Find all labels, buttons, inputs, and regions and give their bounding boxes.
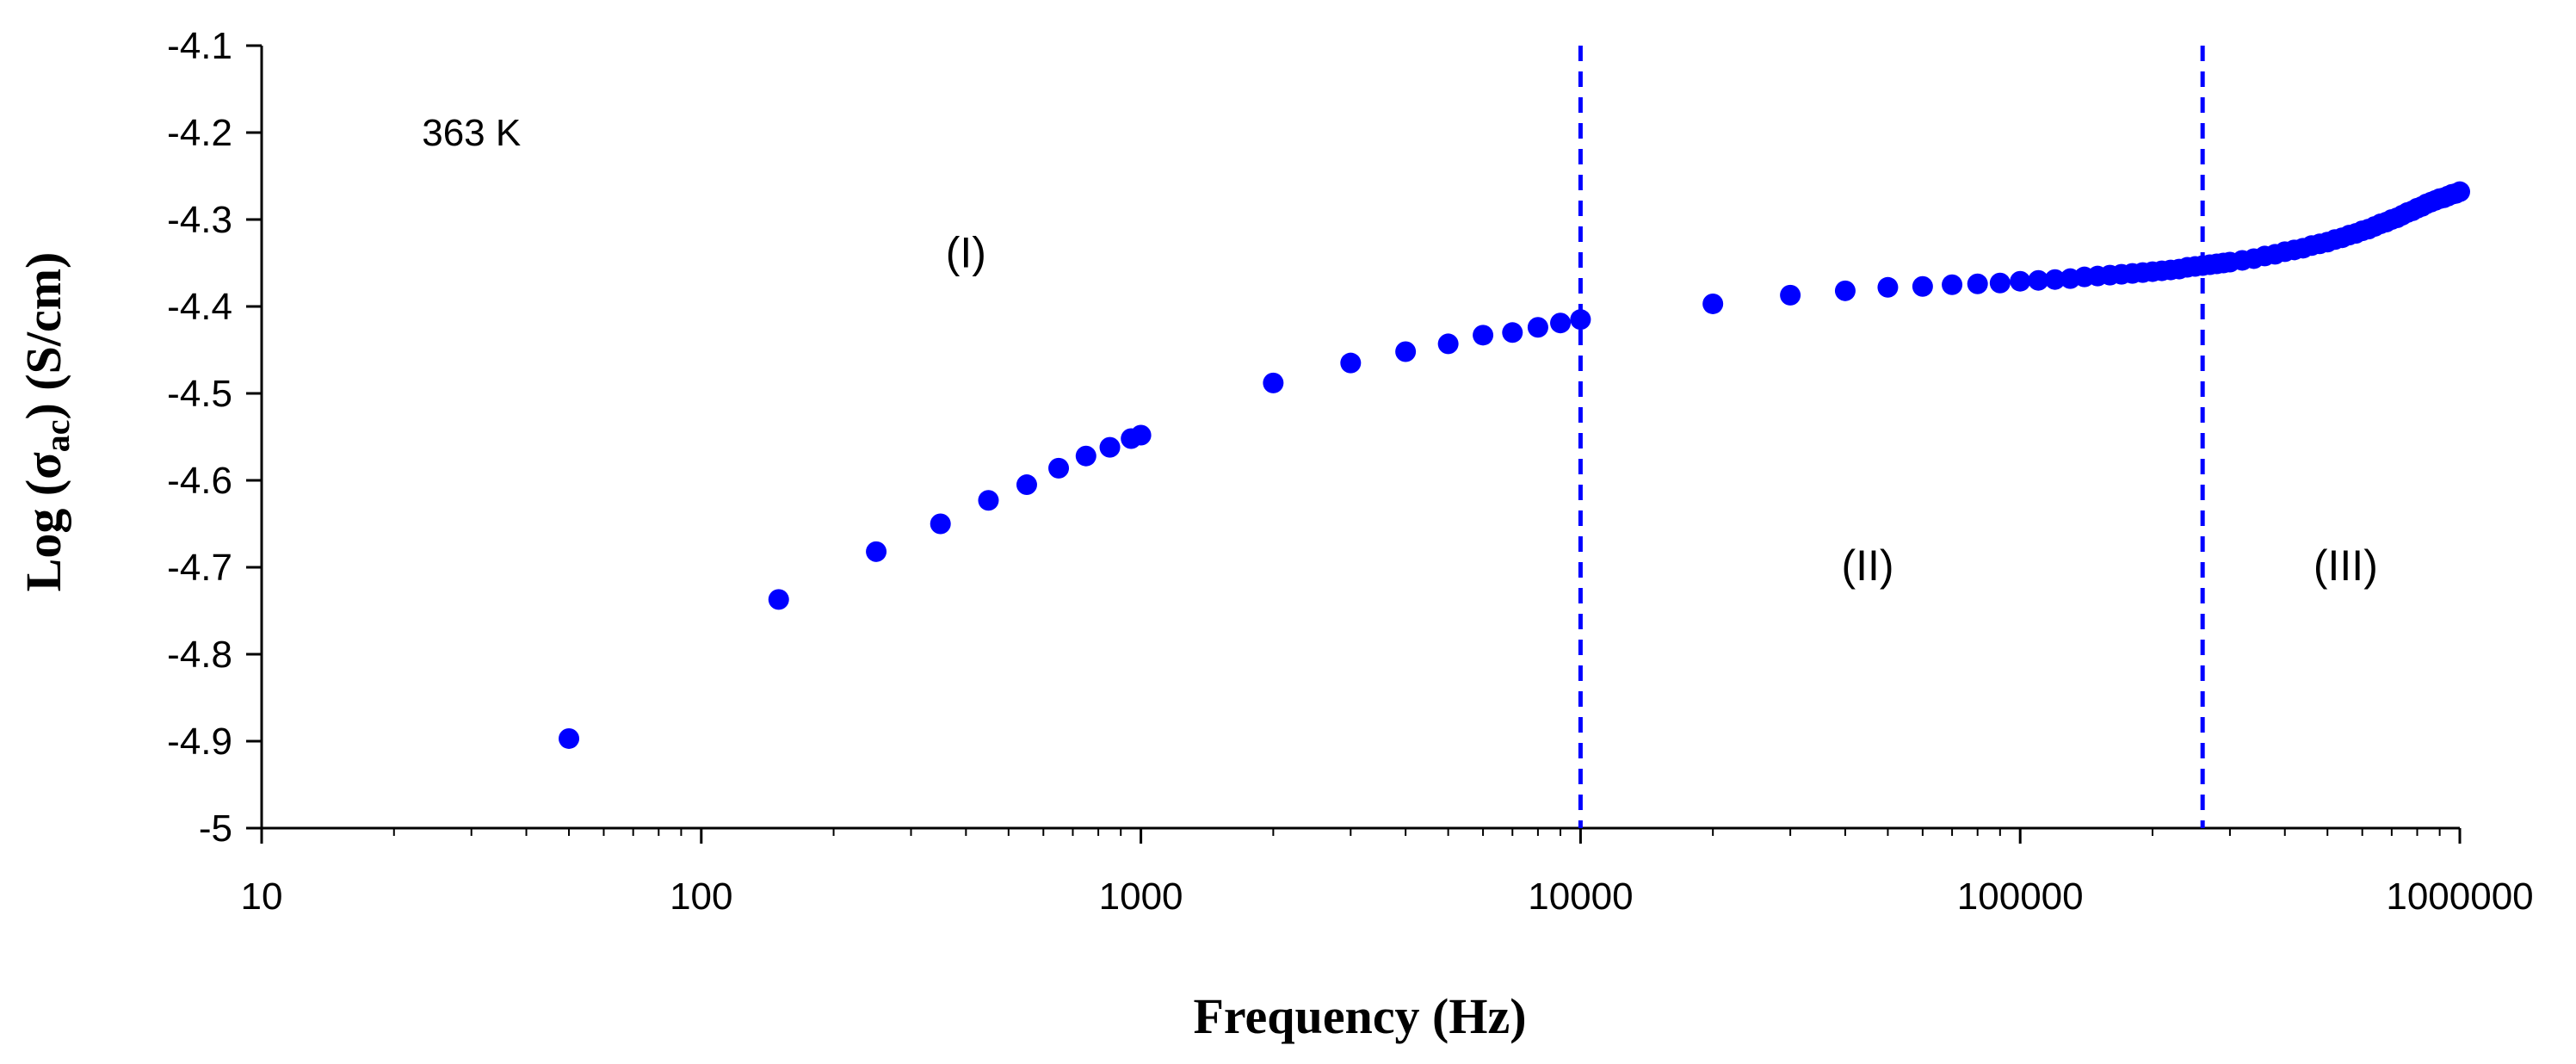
data-point — [2449, 181, 2470, 202]
data-point — [559, 727, 580, 749]
data-point — [2044, 269, 2066, 290]
x-tick-label: 1000000 — [2386, 875, 2533, 918]
data-point — [1130, 424, 1152, 446]
data-point — [1395, 341, 1417, 362]
y-axis-title-tail: ) (S/cm) — [15, 252, 71, 420]
y-axis-title: Log (σac) (S/cm) — [15, 252, 77, 592]
axes — [246, 44, 2462, 844]
region-label: (I) — [946, 229, 986, 277]
data-point — [768, 589, 789, 610]
data-point — [1550, 312, 1572, 334]
data-point — [1099, 436, 1121, 458]
data-point — [1780, 284, 1801, 306]
data-point — [1263, 372, 1284, 393]
region-label: (II) — [1842, 541, 1894, 590]
x-tick-label: 10 — [241, 875, 283, 918]
data-point — [1473, 325, 1494, 346]
data-point — [978, 490, 999, 511]
data-point — [1967, 273, 1988, 294]
data-point — [1016, 474, 1037, 496]
y-tick-label: -4.7 — [167, 547, 232, 589]
y-tick-label: -4.2 — [167, 112, 232, 154]
data-point — [930, 513, 951, 535]
data-point — [1912, 275, 1933, 297]
y-tick-label: -5 — [199, 807, 232, 850]
data-point — [1942, 274, 1963, 295]
data-point — [1527, 317, 1548, 338]
data-point — [1702, 293, 1724, 314]
data-point — [1502, 322, 1523, 343]
y-axis-title-sigma: σ — [15, 452, 71, 479]
data-point — [1834, 280, 1856, 301]
data-point — [1075, 445, 1096, 467]
x-tick-label: 1000 — [1099, 875, 1183, 918]
annotations: 363 K (I) (II) (III) — [422, 112, 2378, 590]
data-point — [1048, 457, 1070, 479]
data-point — [1877, 276, 1899, 298]
x-axis-title: Frequency (Hz) — [1193, 988, 1526, 1044]
tick-labels: -5 -4.9 -4.8 -4.7 -4.6 -4.5 -4.4 -4.3 -4.2 -4.1 10… — [167, 25, 2533, 918]
region-divider-lines — [1578, 46, 2205, 828]
region-label: (III) — [2313, 541, 2378, 590]
x-tick-label: 100 — [670, 875, 732, 918]
temperature-label: 363 K — [422, 112, 521, 154]
data-point — [1340, 352, 1362, 374]
data-point — [1437, 333, 1459, 355]
y-axis-title-main: Log ( — [15, 479, 71, 592]
x-tick-label: 10000 — [1528, 875, 1633, 918]
data-points — [559, 181, 2470, 749]
y-tick-label: -4.5 — [167, 373, 232, 415]
y-tick-label: -4.8 — [167, 634, 232, 676]
data-point — [1570, 309, 1591, 331]
y-tick-label: -4.3 — [167, 199, 232, 241]
y-tick-label: -4.1 — [167, 25, 232, 67]
y-axis-title-sub: ac — [38, 420, 77, 453]
data-point — [2010, 270, 2031, 292]
y-tick-label: -4.4 — [167, 286, 232, 328]
data-point — [866, 541, 887, 562]
y-tick-label: -4.6 — [167, 460, 232, 502]
x-tick-label: 100000 — [1957, 875, 2084, 918]
data-point — [1989, 272, 2011, 294]
data-point — [2028, 269, 2049, 291]
y-tick-label: -4.9 — [167, 721, 232, 763]
